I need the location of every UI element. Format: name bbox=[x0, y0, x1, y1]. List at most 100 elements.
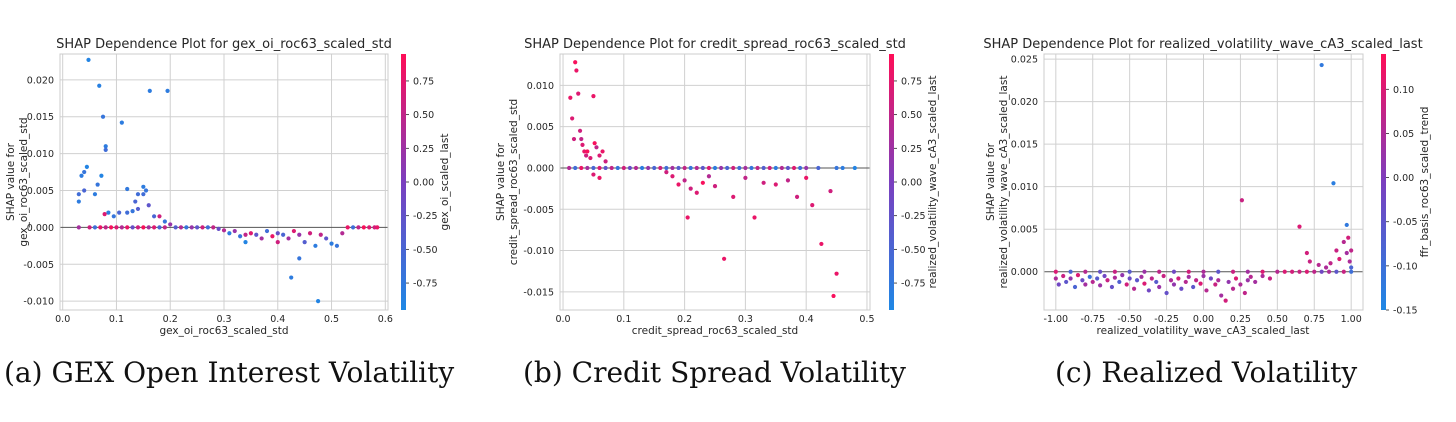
colorbar-tick-label: -0.05 bbox=[1393, 217, 1418, 228]
scatter-point bbox=[165, 88, 170, 93]
scatter-point bbox=[1061, 273, 1066, 279]
scatter-point bbox=[804, 175, 809, 180]
x-tick-label: 0.25 bbox=[1230, 314, 1251, 325]
scatter-point bbox=[205, 225, 210, 230]
scatter-point bbox=[130, 225, 135, 230]
colorbar bbox=[889, 54, 894, 310]
scatter-point bbox=[119, 120, 124, 125]
scatter-point bbox=[1230, 269, 1236, 274]
colorbar-tick-label: 0.00 bbox=[1393, 173, 1414, 184]
scatter-point bbox=[1095, 276, 1100, 281]
scatter-point bbox=[1098, 283, 1103, 288]
colorbar-ticks: 0.75 0.50 0.25 0.00 -0.25 -0.50 -0.75 bbox=[406, 76, 438, 290]
scatter-point bbox=[785, 165, 791, 171]
scatter-point bbox=[1176, 276, 1181, 281]
colorbar-tick-label: 0.05 bbox=[1393, 129, 1414, 140]
scatter-point bbox=[162, 219, 167, 224]
scatter-point bbox=[1075, 273, 1081, 278]
scatter-point bbox=[852, 165, 857, 171]
scatter-point bbox=[1171, 269, 1177, 274]
scatter-point bbox=[828, 188, 833, 194]
scatter-point bbox=[1127, 269, 1132, 274]
scatter-point bbox=[1223, 298, 1228, 303]
scatter-point bbox=[264, 228, 270, 234]
y-tick-label: -0.010 bbox=[523, 246, 554, 257]
scatter-point bbox=[1347, 259, 1352, 264]
scatter-point bbox=[97, 83, 102, 88]
scatter-point bbox=[133, 199, 138, 204]
scatter-point bbox=[1328, 261, 1333, 266]
caption-a: (a) GEX Open Interest Volatility bbox=[4, 356, 455, 389]
scatter-point bbox=[597, 165, 602, 171]
scatter-point bbox=[712, 165, 718, 171]
plot-title: SHAP Dependence Plot for realized_volati… bbox=[983, 37, 1422, 52]
x-ticks: 0.0 0.1 0.2 0.3 0.4 0.5 bbox=[555, 314, 874, 325]
y-tick-label: 0.005 bbox=[1011, 225, 1038, 236]
y-tick-label: 0.020 bbox=[1011, 97, 1038, 108]
scatter-point bbox=[761, 165, 766, 171]
scatter-points bbox=[567, 60, 857, 299]
scatter-point bbox=[318, 232, 323, 237]
scatter-point bbox=[1282, 269, 1287, 274]
scatter-point bbox=[1242, 290, 1247, 296]
x-tick-label: -0.75 bbox=[1080, 314, 1105, 325]
scatter-point bbox=[334, 243, 340, 248]
x-tick-label: 0.4 bbox=[270, 314, 285, 325]
scatter-point bbox=[576, 91, 581, 96]
scatter-point bbox=[676, 182, 681, 187]
scatter-point bbox=[1233, 276, 1239, 281]
scatter-point bbox=[1316, 262, 1321, 268]
scatter-point bbox=[1068, 269, 1073, 274]
scatter-point bbox=[755, 165, 760, 171]
y-tick-label: 0.025 bbox=[1011, 55, 1038, 66]
scatter-point bbox=[1213, 282, 1218, 287]
scatter-point bbox=[92, 192, 98, 197]
scatter-point bbox=[840, 165, 845, 171]
scatter-point bbox=[1186, 274, 1191, 279]
colorbar-tick-label: 0.75 bbox=[413, 76, 434, 87]
scatter-point bbox=[98, 225, 103, 230]
scatter-point bbox=[84, 164, 89, 169]
scatter-point bbox=[819, 241, 824, 247]
y-ticks: 0.000 0.005 0.010 0.015 0.020 0.025 bbox=[1011, 55, 1038, 279]
y-axis-label-line2: gex_oi_roc63_scaled_std bbox=[18, 117, 30, 246]
scatter-point bbox=[761, 180, 766, 185]
scatter-point bbox=[111, 214, 116, 219]
x-tick-label: -0.50 bbox=[1117, 314, 1142, 325]
scatter-point bbox=[243, 232, 248, 237]
scatter-point bbox=[1168, 278, 1174, 283]
scatter-point bbox=[1260, 269, 1265, 274]
plot-title: SHAP Dependence Plot for credit_spread_r… bbox=[524, 37, 906, 52]
scatter-point bbox=[1204, 288, 1209, 293]
scatter-point bbox=[1201, 273, 1206, 279]
scatter-point bbox=[1337, 256, 1342, 262]
scatter-point bbox=[797, 165, 803, 171]
scatter-point bbox=[1124, 282, 1129, 287]
scatter-point bbox=[1253, 279, 1258, 285]
scatter-point bbox=[621, 165, 626, 171]
scatter-point bbox=[100, 114, 106, 119]
scatter-point bbox=[1064, 279, 1069, 285]
scatter-point bbox=[568, 95, 573, 100]
colorbar-tick-label: 0.00 bbox=[413, 178, 434, 189]
scatter-point bbox=[1083, 282, 1088, 287]
scatter-point bbox=[243, 240, 248, 245]
y-tick-label: -0.005 bbox=[23, 260, 54, 271]
scatter-point bbox=[291, 228, 297, 234]
scatter-point bbox=[168, 222, 173, 227]
colorbar-label: ffr_basis_roc63_scaled_trend bbox=[1419, 107, 1431, 258]
scatter-point bbox=[1344, 250, 1349, 256]
scatter-point bbox=[135, 206, 141, 212]
scatter-point bbox=[725, 165, 730, 171]
scatter-point bbox=[582, 149, 587, 154]
scatter-point bbox=[676, 165, 681, 171]
scatter-point bbox=[1346, 235, 1351, 240]
scatter-point bbox=[99, 173, 104, 178]
scatter-point bbox=[157, 225, 162, 230]
panel-c: SHAP Dependence Plot for realized_volati… bbox=[983, 37, 1431, 337]
scatter-point bbox=[688, 186, 693, 191]
scatter-point bbox=[289, 275, 294, 280]
scatter-point bbox=[591, 94, 596, 99]
scatter-point bbox=[585, 149, 590, 154]
y-axis-label-line1: SHAP value for bbox=[495, 142, 507, 221]
